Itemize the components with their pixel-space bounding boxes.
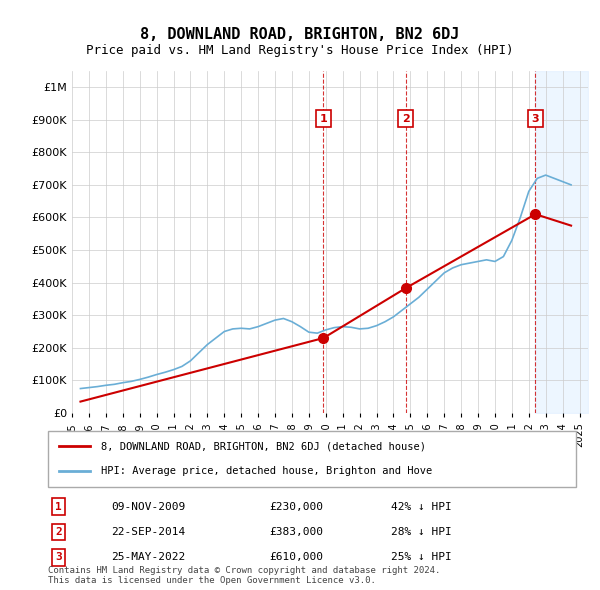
Text: 2: 2 bbox=[402, 114, 409, 124]
Text: HPI: Average price, detached house, Brighton and Hove: HPI: Average price, detached house, Brig… bbox=[101, 466, 432, 476]
Text: 22-SEP-2014: 22-SEP-2014 bbox=[112, 527, 185, 537]
Text: 2: 2 bbox=[55, 527, 62, 537]
Text: Contains HM Land Registry data © Crown copyright and database right 2024.: Contains HM Land Registry data © Crown c… bbox=[48, 566, 440, 575]
Text: 1: 1 bbox=[320, 114, 327, 124]
Text: £230,000: £230,000 bbox=[270, 502, 324, 512]
Text: Price paid vs. HM Land Registry's House Price Index (HPI): Price paid vs. HM Land Registry's House … bbox=[86, 44, 514, 57]
Text: 3: 3 bbox=[532, 114, 539, 124]
Text: 1: 1 bbox=[55, 502, 62, 512]
Text: 8, DOWNLAND ROAD, BRIGHTON, BN2 6DJ: 8, DOWNLAND ROAD, BRIGHTON, BN2 6DJ bbox=[140, 27, 460, 41]
Text: 42% ↓ HPI: 42% ↓ HPI bbox=[391, 502, 452, 512]
Text: 25% ↓ HPI: 25% ↓ HPI bbox=[391, 552, 452, 562]
Text: 28% ↓ HPI: 28% ↓ HPI bbox=[391, 527, 452, 537]
Text: This data is licensed under the Open Government Licence v3.0.: This data is licensed under the Open Gov… bbox=[48, 576, 376, 585]
FancyBboxPatch shape bbox=[48, 431, 576, 487]
Text: 09-NOV-2009: 09-NOV-2009 bbox=[112, 502, 185, 512]
Text: 3: 3 bbox=[55, 552, 62, 562]
Text: 8, DOWNLAND ROAD, BRIGHTON, BN2 6DJ (detached house): 8, DOWNLAND ROAD, BRIGHTON, BN2 6DJ (det… bbox=[101, 441, 426, 451]
Text: £610,000: £610,000 bbox=[270, 552, 324, 562]
Text: 25-MAY-2022: 25-MAY-2022 bbox=[112, 552, 185, 562]
Text: £383,000: £383,000 bbox=[270, 527, 324, 537]
